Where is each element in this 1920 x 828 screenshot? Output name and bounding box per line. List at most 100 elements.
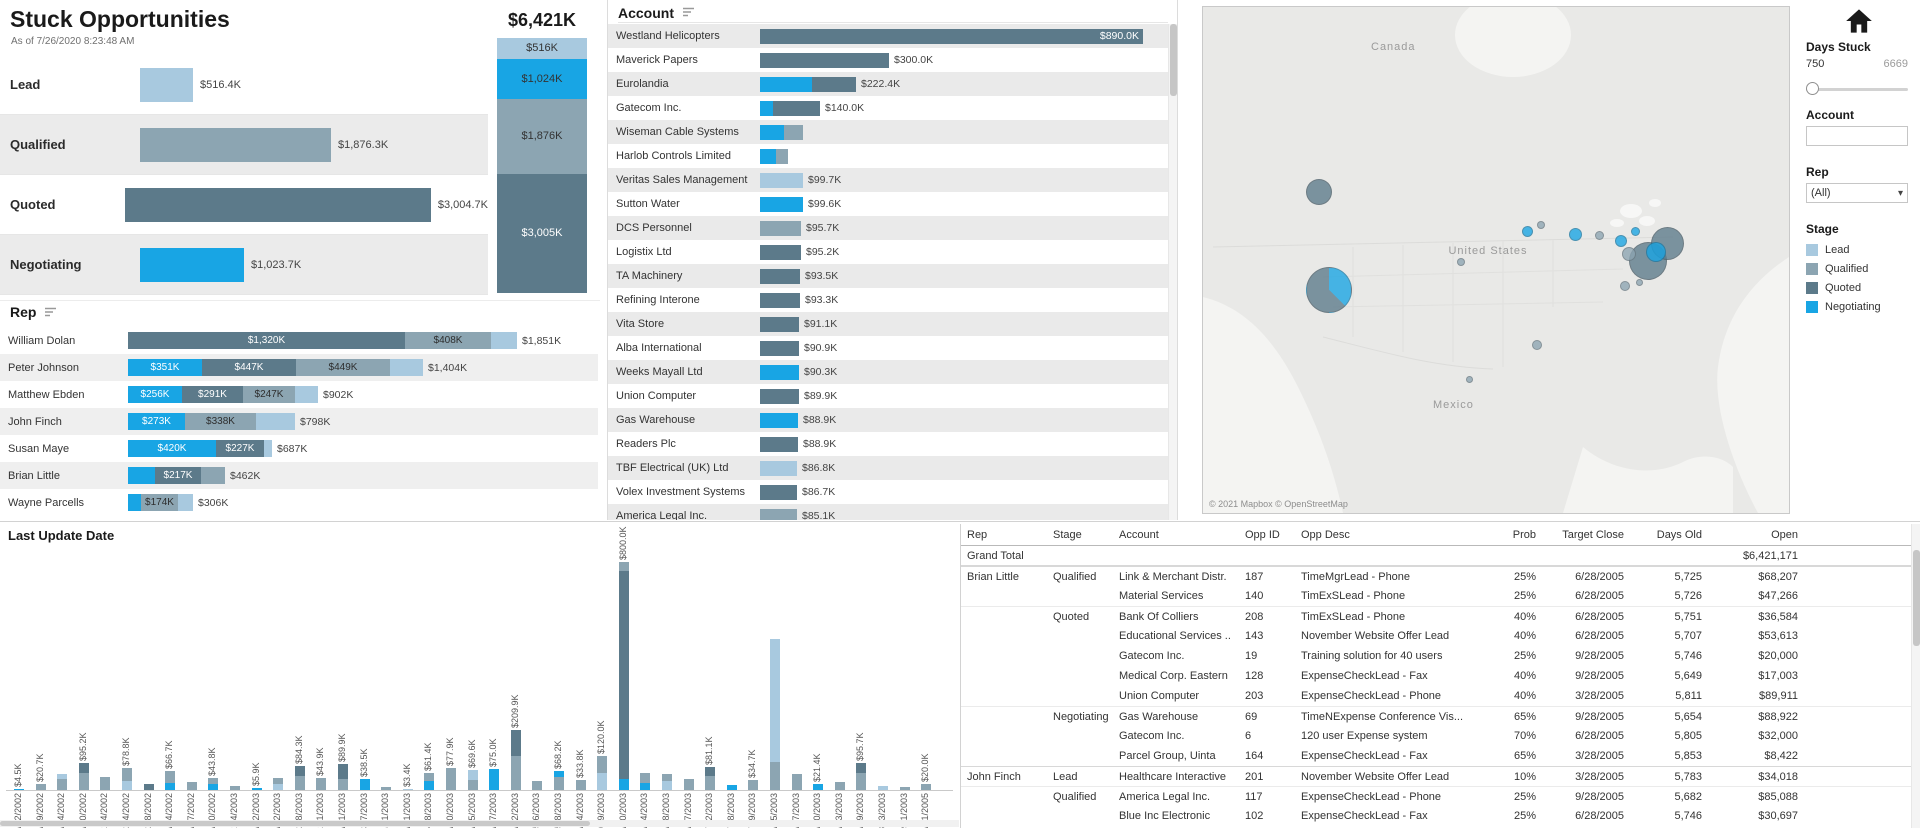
- rep-bar-segment-negotiating[interactable]: $420K: [128, 440, 216, 457]
- account-bar-segment-quoted[interactable]: [760, 292, 800, 308]
- map-bubble-qualified[interactable]: [1622, 247, 1636, 261]
- timeline-bar-segment-qualified[interactable]: [381, 786, 392, 790]
- column-header-target-close[interactable]: Target Close: [1562, 528, 1624, 541]
- timeline-bar-segment-qualified[interactable]: [338, 778, 348, 790]
- rep-bar-segment-qualified[interactable]: $449K: [296, 359, 390, 376]
- account-row[interactable]: Vita Store $91.1K: [608, 312, 1168, 336]
- account-row[interactable]: Eurolandia $222.4K: [608, 72, 1168, 96]
- account-row[interactable]: Alba International $90.9K: [608, 336, 1168, 360]
- sort-icon[interactable]: [682, 7, 695, 18]
- timeline-bar-segment-quoted[interactable]: [338, 764, 348, 779]
- account-bar-segment-quoted[interactable]: [812, 76, 856, 92]
- map-bubble-negotiating[interactable]: [1630, 226, 1640, 236]
- rep-bar-segment-lead[interactable]: [178, 494, 193, 511]
- stage-row-quoted[interactable]: Quoted $3,004.7K: [0, 175, 488, 235]
- table-row[interactable]: Negotiating Gas Warehouse 69 TimeNExpense C…: [961, 706, 1920, 726]
- account-bar-segment-qualified[interactable]: [784, 124, 803, 140]
- timeline-bar-segment-lead[interactable]: [273, 784, 284, 790]
- account-bar-segment-quoted[interactable]: [773, 100, 820, 116]
- account-bar-segment-quoted[interactable]: [760, 268, 800, 284]
- timeline-bar-segment-qualified[interactable]: [467, 780, 478, 790]
- timeline-bar-segment-qualified[interactable]: [575, 780, 586, 790]
- timeline-bar-segment-qualified[interactable]: [424, 772, 435, 782]
- account-row[interactable]: Logistix Ltd $95.2K: [608, 240, 1168, 264]
- account-bar-segment-quoted[interactable]: $890.0K: [760, 28, 1143, 44]
- table-scrollbar-thumb[interactable]: [1913, 550, 1920, 646]
- rep-bar-segment-quoted[interactable]: $1,320K: [128, 332, 405, 349]
- account-bar-segment-quoted[interactable]: [760, 244, 801, 260]
- timeline-bar-segment-qualified[interactable]: [122, 767, 132, 782]
- timeline-bar-segment-qualified[interactable]: [899, 786, 910, 790]
- rep-bar-segment-lead[interactable]: [295, 386, 318, 403]
- table-row[interactable]: Qualified America Legal Inc. 117 ExpenseChe…: [961, 786, 1920, 806]
- rep-row[interactable]: John Finch $273K $338K $798K: [0, 408, 598, 435]
- timeline-bar-segment-quoted[interactable]: [856, 762, 867, 773]
- days-stuck-slider[interactable]: [1806, 82, 1908, 96]
- timeline-scrollbar-thumb[interactable]: [0, 821, 590, 826]
- rep-bar-segment-lead[interactable]: [256, 413, 295, 430]
- timeline-bar-segment-lead[interactable]: [597, 772, 608, 790]
- timeline-bar-segment-negotiating[interactable]: [165, 782, 176, 790]
- map-bubble-qualified[interactable]: [1594, 230, 1604, 240]
- table-row[interactable]: Medical Corp. Eastern 128 ExpenseCheckLead…: [1119, 670, 1798, 682]
- account-scrollbar[interactable]: [1168, 24, 1177, 520]
- account-row[interactable]: Gas Warehouse $88.9K: [608, 408, 1168, 432]
- stage-bar-negotiating[interactable]: [140, 247, 244, 282]
- timeline-bar-segment-negotiating[interactable]: [251, 788, 262, 790]
- account-bar-segment-negotiating[interactable]: [760, 124, 784, 140]
- total-segment-qualified[interactable]: $1,876K: [497, 99, 587, 174]
- account-row[interactable]: Westland Helicopters $890.0K: [608, 24, 1168, 48]
- table-row[interactable]: Union Computer 203 ExpenseCheckLead - Phon…: [1119, 690, 1798, 702]
- account-row[interactable]: Weeks Mayall Ltd $90.3K: [608, 360, 1168, 384]
- timeline-bar-segment-lead[interactable]: [402, 789, 413, 790]
- timeline-bar-segment-qualified[interactable]: [618, 562, 629, 571]
- slider-track[interactable]: [1806, 88, 1908, 91]
- timeline-bar-segment-qualified[interactable]: [273, 778, 284, 785]
- account-bar-segment-quoted[interactable]: [760, 388, 799, 404]
- account-bar-segment-qualified[interactable]: [760, 508, 797, 520]
- account-bar-segment-negotiating[interactable]: [760, 196, 803, 212]
- timeline-bar-segment-qualified[interactable]: [532, 781, 543, 790]
- account-row[interactable]: TBF Electrical (UK) Ltd $86.8K: [608, 456, 1168, 480]
- timeline-bar-segment-lead[interactable]: [467, 770, 478, 781]
- map-bubble-qualified[interactable]: [1457, 258, 1465, 266]
- timeline-bar-segment-negotiating[interactable]: [554, 770, 564, 778]
- account-row[interactable]: Refining Interone $93.3K: [608, 288, 1168, 312]
- table-row[interactable]: Parcel Group, Uinta 164 ExpenseCheckLead -…: [1119, 750, 1798, 762]
- legend-item-negotiating[interactable]: Negotiating: [1806, 297, 1881, 316]
- rep-bar-segment-quoted[interactable]: $447K: [202, 359, 296, 376]
- stage-row-negotiating[interactable]: Negotiating $1,023.7K: [0, 235, 488, 295]
- table-row[interactable]: John Finch Lead Healthcare Interactive 201 N…: [961, 766, 1920, 786]
- rep-bar-segment-negotiating[interactable]: $273K: [128, 413, 185, 430]
- map-bubble-qualified[interactable]: [1465, 375, 1473, 383]
- rep-bar-segment-quoted[interactable]: $217K: [155, 467, 201, 484]
- column-header-stage[interactable]: Stage: [1053, 528, 1082, 541]
- account-row[interactable]: Wiseman Cable Systems: [608, 120, 1168, 144]
- timeline-bar-segment-qualified[interactable]: [770, 761, 780, 790]
- account-bar-segment-qualified[interactable]: [776, 148, 788, 164]
- timeline-bar-segment-qualified[interactable]: [165, 771, 176, 783]
- timeline-bar-segment-qualified[interactable]: [791, 774, 802, 790]
- account-row[interactable]: Gatecom Inc. $140.0K: [608, 96, 1168, 120]
- rep-bar-segment-quoted[interactable]: $227K: [216, 440, 264, 457]
- rep-bar-segment-qualified[interactable]: $408K: [405, 332, 491, 349]
- timeline-bar-segment-qualified[interactable]: [57, 778, 68, 790]
- timeline-bar-segment-lead[interactable]: [57, 774, 68, 779]
- rep-bar-segment-lead[interactable]: [264, 440, 272, 457]
- account-bar-segment-negotiating[interactable]: [760, 76, 812, 92]
- rep-bar-segment-qualified[interactable]: $174K: [141, 494, 178, 511]
- column-header-prob[interactable]: Prob: [1512, 528, 1536, 541]
- timeline-bar-segment-negotiating[interactable]: [813, 783, 824, 790]
- stage-row-lead[interactable]: Lead $516.4K: [0, 55, 488, 115]
- rep-bar-segment-lead[interactable]: [390, 359, 423, 376]
- timeline-bar-segment-negotiating[interactable]: [489, 768, 500, 790]
- account-filter-input[interactable]: [1806, 126, 1908, 146]
- rep-bar-segment-negotiating[interactable]: $256K: [128, 386, 182, 403]
- account-row[interactable]: Harlob Controls Limited: [608, 144, 1168, 168]
- column-header-opp-id[interactable]: Opp ID: [1245, 528, 1280, 541]
- stage-row-qualified[interactable]: Qualified $1,876.3K: [0, 115, 488, 175]
- account-row[interactable]: Readers Plc $88.9K: [608, 432, 1168, 456]
- account-row[interactable]: Volex Investment Systems $86.7K: [608, 480, 1168, 504]
- account-bar-segment-negotiating[interactable]: [760, 412, 798, 428]
- timeline-bar-segment-qualified[interactable]: [683, 778, 694, 790]
